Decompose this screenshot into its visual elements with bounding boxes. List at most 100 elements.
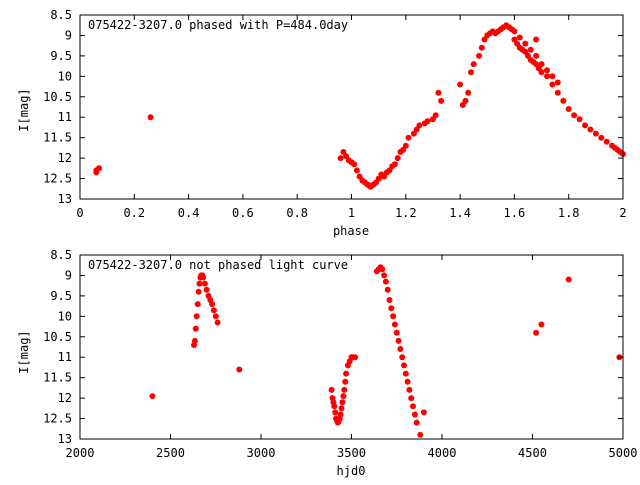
phased-data-point: [554, 79, 561, 86]
phased-data-point: [527, 46, 534, 53]
unphased-data-point: [203, 286, 210, 293]
phased-ytick-label: 9.5: [50, 49, 72, 63]
unphased-data-point: [195, 288, 202, 295]
unphased-ylabel: I[mag]: [17, 330, 31, 373]
phased-data-point: [592, 130, 599, 137]
unphased-data-point: [410, 403, 416, 410]
unphased-data-point: [395, 337, 402, 344]
phased-data-point: [468, 69, 474, 76]
unphased-data-point: [391, 321, 398, 328]
unphased-data-point: [381, 272, 388, 279]
unphased-data-point: [386, 297, 393, 303]
unphased-data-point: [194, 301, 201, 308]
unphased-data-point: [342, 378, 349, 385]
unphased-data-point: [331, 403, 338, 410]
unphased-data-point: [390, 313, 397, 320]
phased-data-point: [416, 122, 423, 129]
unphased-data-point: [402, 370, 409, 377]
phased-data-point: [565, 106, 572, 112]
phased-data-point: [603, 138, 610, 145]
phased-ytick-label: 9: [65, 28, 72, 42]
unphased-xtick-label: 3000: [247, 446, 276, 460]
phased-data-point: [96, 165, 102, 172]
phased-data-point: [432, 112, 439, 119]
phased-plot-frame: [79, 14, 624, 200]
unphased-data-point: [413, 419, 420, 426]
phased-ytick-label: 8.5: [50, 8, 72, 22]
unphased-data-point: [210, 307, 217, 314]
phased-data-point: [544, 67, 550, 74]
phased-data-point: [538, 61, 545, 68]
unphased-title: 075422-3207.0 not phased light curve: [88, 258, 348, 272]
unphased-plot-frame: [79, 254, 624, 440]
unphased-ytick-label: 10: [58, 309, 72, 323]
unphased-data-point: [397, 346, 404, 352]
unphased-ytick-label: 10.5: [43, 330, 72, 344]
unphased-ticks: 2000 2500 3000 3500 4000 4500 5000 8.5 9 9.5 10 10.…: [43, 248, 637, 460]
unphased-data-point: [565, 276, 572, 283]
phased-ticks: 0 0.2 0.4 0.6 0.8 1 1.2 1.4 1.6 1.8 2 8.5 9 9.5 10 10.5…: [43, 8, 627, 220]
unphased-ytick-label: 13: [58, 432, 72, 446]
unphased-data-point: [533, 329, 540, 336]
phased-ytick-label: 13: [58, 192, 72, 206]
unphased-xtick-label: 3500: [337, 446, 366, 460]
phased-data-point: [533, 52, 540, 59]
unphased-ytick-label: 12.5: [43, 412, 72, 426]
unphased-data-point: [379, 266, 386, 273]
phased-xtick-label: 1.8: [558, 206, 580, 220]
phased-data-point: [465, 89, 472, 96]
unphased-xtick-label: 5000: [609, 446, 638, 460]
unphased-data-point: [341, 386, 348, 393]
unphased-data-point: [337, 411, 344, 418]
unphased-data-point: [417, 431, 424, 438]
unphased-data-point: [328, 386, 335, 393]
phased-data-point: [522, 40, 529, 47]
phased-data-point: [478, 44, 485, 51]
phased-data-point: [582, 122, 588, 129]
phased-xtick-label: 0.4: [178, 206, 200, 220]
phased-ytick-label: 10.5: [43, 90, 72, 104]
phased-xtick-label: 1: [348, 206, 355, 220]
phased-points: [93, 22, 626, 190]
phased-data-point: [576, 116, 583, 123]
phased-data-point: [533, 36, 540, 43]
unphased-ytick-label: 9.5: [50, 289, 72, 303]
phased-data-point: [554, 89, 561, 96]
phased-data-point: [402, 142, 409, 149]
phased-data-point: [544, 73, 550, 80]
unphased-data-point: [236, 366, 243, 373]
unphased-data-point: [404, 378, 411, 385]
phased-title: 075422-3207.0 phased with P=484.0day: [88, 18, 348, 32]
unphased-xlabel: hjd0: [337, 464, 366, 478]
phased-xtick-label: 0.8: [286, 206, 308, 220]
unphased-points: [149, 264, 623, 438]
phased-data-point: [598, 134, 605, 141]
phased-data-point: [438, 97, 445, 104]
unphased-data-point: [352, 354, 359, 361]
unphased-data-point: [339, 399, 346, 406]
phased-xtick-label: 0.2: [123, 206, 145, 220]
unphased-data-point: [212, 313, 219, 320]
unphased-data-point: [201, 280, 208, 287]
unphased-xtick-label: 2500: [156, 446, 185, 460]
phased-data-point: [476, 52, 483, 59]
unphased-ytick-label: 11: [58, 350, 72, 364]
phased-data-point: [457, 81, 464, 88]
phased-data-point: [424, 118, 431, 125]
unphased-xtick-label: 4500: [518, 446, 547, 460]
phased-data-point: [435, 89, 442, 96]
phased-data-point: [405, 134, 412, 141]
unphased-data-point: [332, 409, 339, 416]
phased-data-point: [351, 161, 358, 168]
phased-data-point: [391, 161, 398, 168]
phased-data-point: [516, 34, 523, 41]
phased-ytick-label: 12: [58, 151, 72, 165]
unphased-ytick-label: 9: [65, 268, 72, 282]
unphased-ytick-label: 11.5: [43, 371, 72, 385]
unphased-panel: 2000 2500 3000 3500 4000 4500 5000 8.5 9 9.5 10 10.…: [17, 248, 637, 478]
unphased-data-point: [406, 386, 413, 393]
unphased-data-point: [200, 274, 207, 281]
unphased-data-point: [384, 286, 391, 293]
